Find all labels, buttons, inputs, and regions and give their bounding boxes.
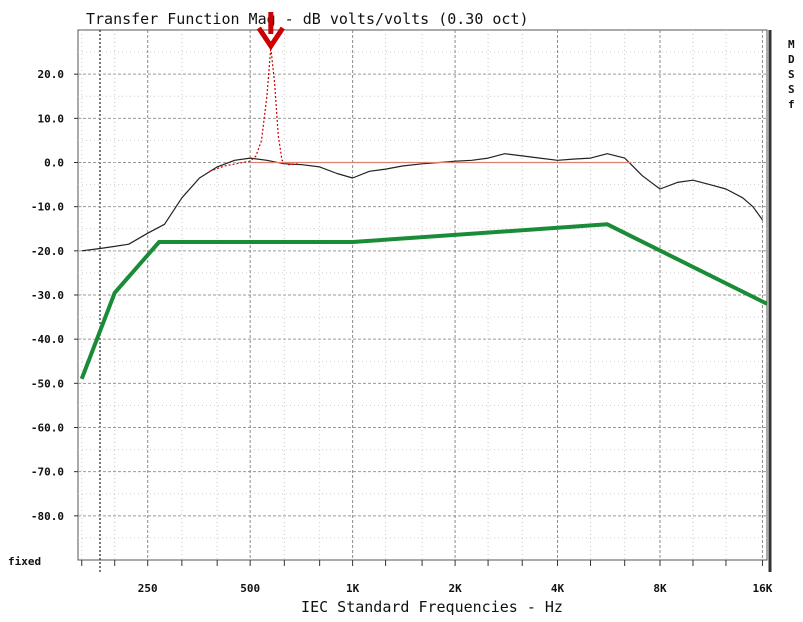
tick-label-layer: 20.0 10.0 0.0 -10.0 -20.0 -30.0 -40.0 -50.0 -60.… — [31, 68, 773, 595]
grid-layer — [77, 29, 772, 572]
annotation-layer — [256, 12, 285, 51]
chart-title: Transfer Function Mag - dB volts/volts (… — [86, 10, 529, 28]
arrow-head — [256, 26, 285, 51]
y-tick-label: -50.0 — [31, 377, 64, 390]
x-tick-label: 4K — [551, 582, 565, 595]
y-tick-label: -30.0 — [31, 289, 64, 302]
x-tick-label: 16K — [753, 582, 773, 595]
series-layer — [79, 47, 768, 380]
fixed-label: fixed — [8, 555, 41, 568]
side-label: S — [788, 68, 795, 81]
y-tick-label: -70.0 — [31, 466, 64, 479]
x-tick-label: 1K — [346, 582, 360, 595]
side-label: f — [788, 98, 795, 111]
y-tick-label: 0.0 — [44, 157, 64, 170]
series-line-3 — [79, 222, 768, 380]
y-tick-label: 10.0 — [38, 112, 65, 125]
series-line-0 — [81, 153, 763, 252]
y-tick-label: 20.0 — [38, 68, 65, 81]
x-tick-label: 250 — [138, 582, 158, 595]
y-tick-label: -60.0 — [31, 422, 64, 435]
series-line-1 — [209, 47, 300, 172]
x-axis-label: IEC Standard Frequencies - Hz — [301, 598, 563, 616]
y-tick-label: -40.0 — [31, 333, 64, 346]
x-tick-label: 2K — [448, 582, 462, 595]
side-label: S — [788, 83, 795, 96]
x-tick-label: 500 — [240, 582, 260, 595]
side-label: M — [788, 38, 795, 51]
side-label: D — [788, 53, 795, 66]
x-tick-label: 8K — [653, 582, 667, 595]
y-tick-label: -20.0 — [31, 245, 64, 258]
y-tick-label: -10.0 — [31, 201, 64, 214]
y-tick-label: -80.0 — [31, 510, 64, 523]
